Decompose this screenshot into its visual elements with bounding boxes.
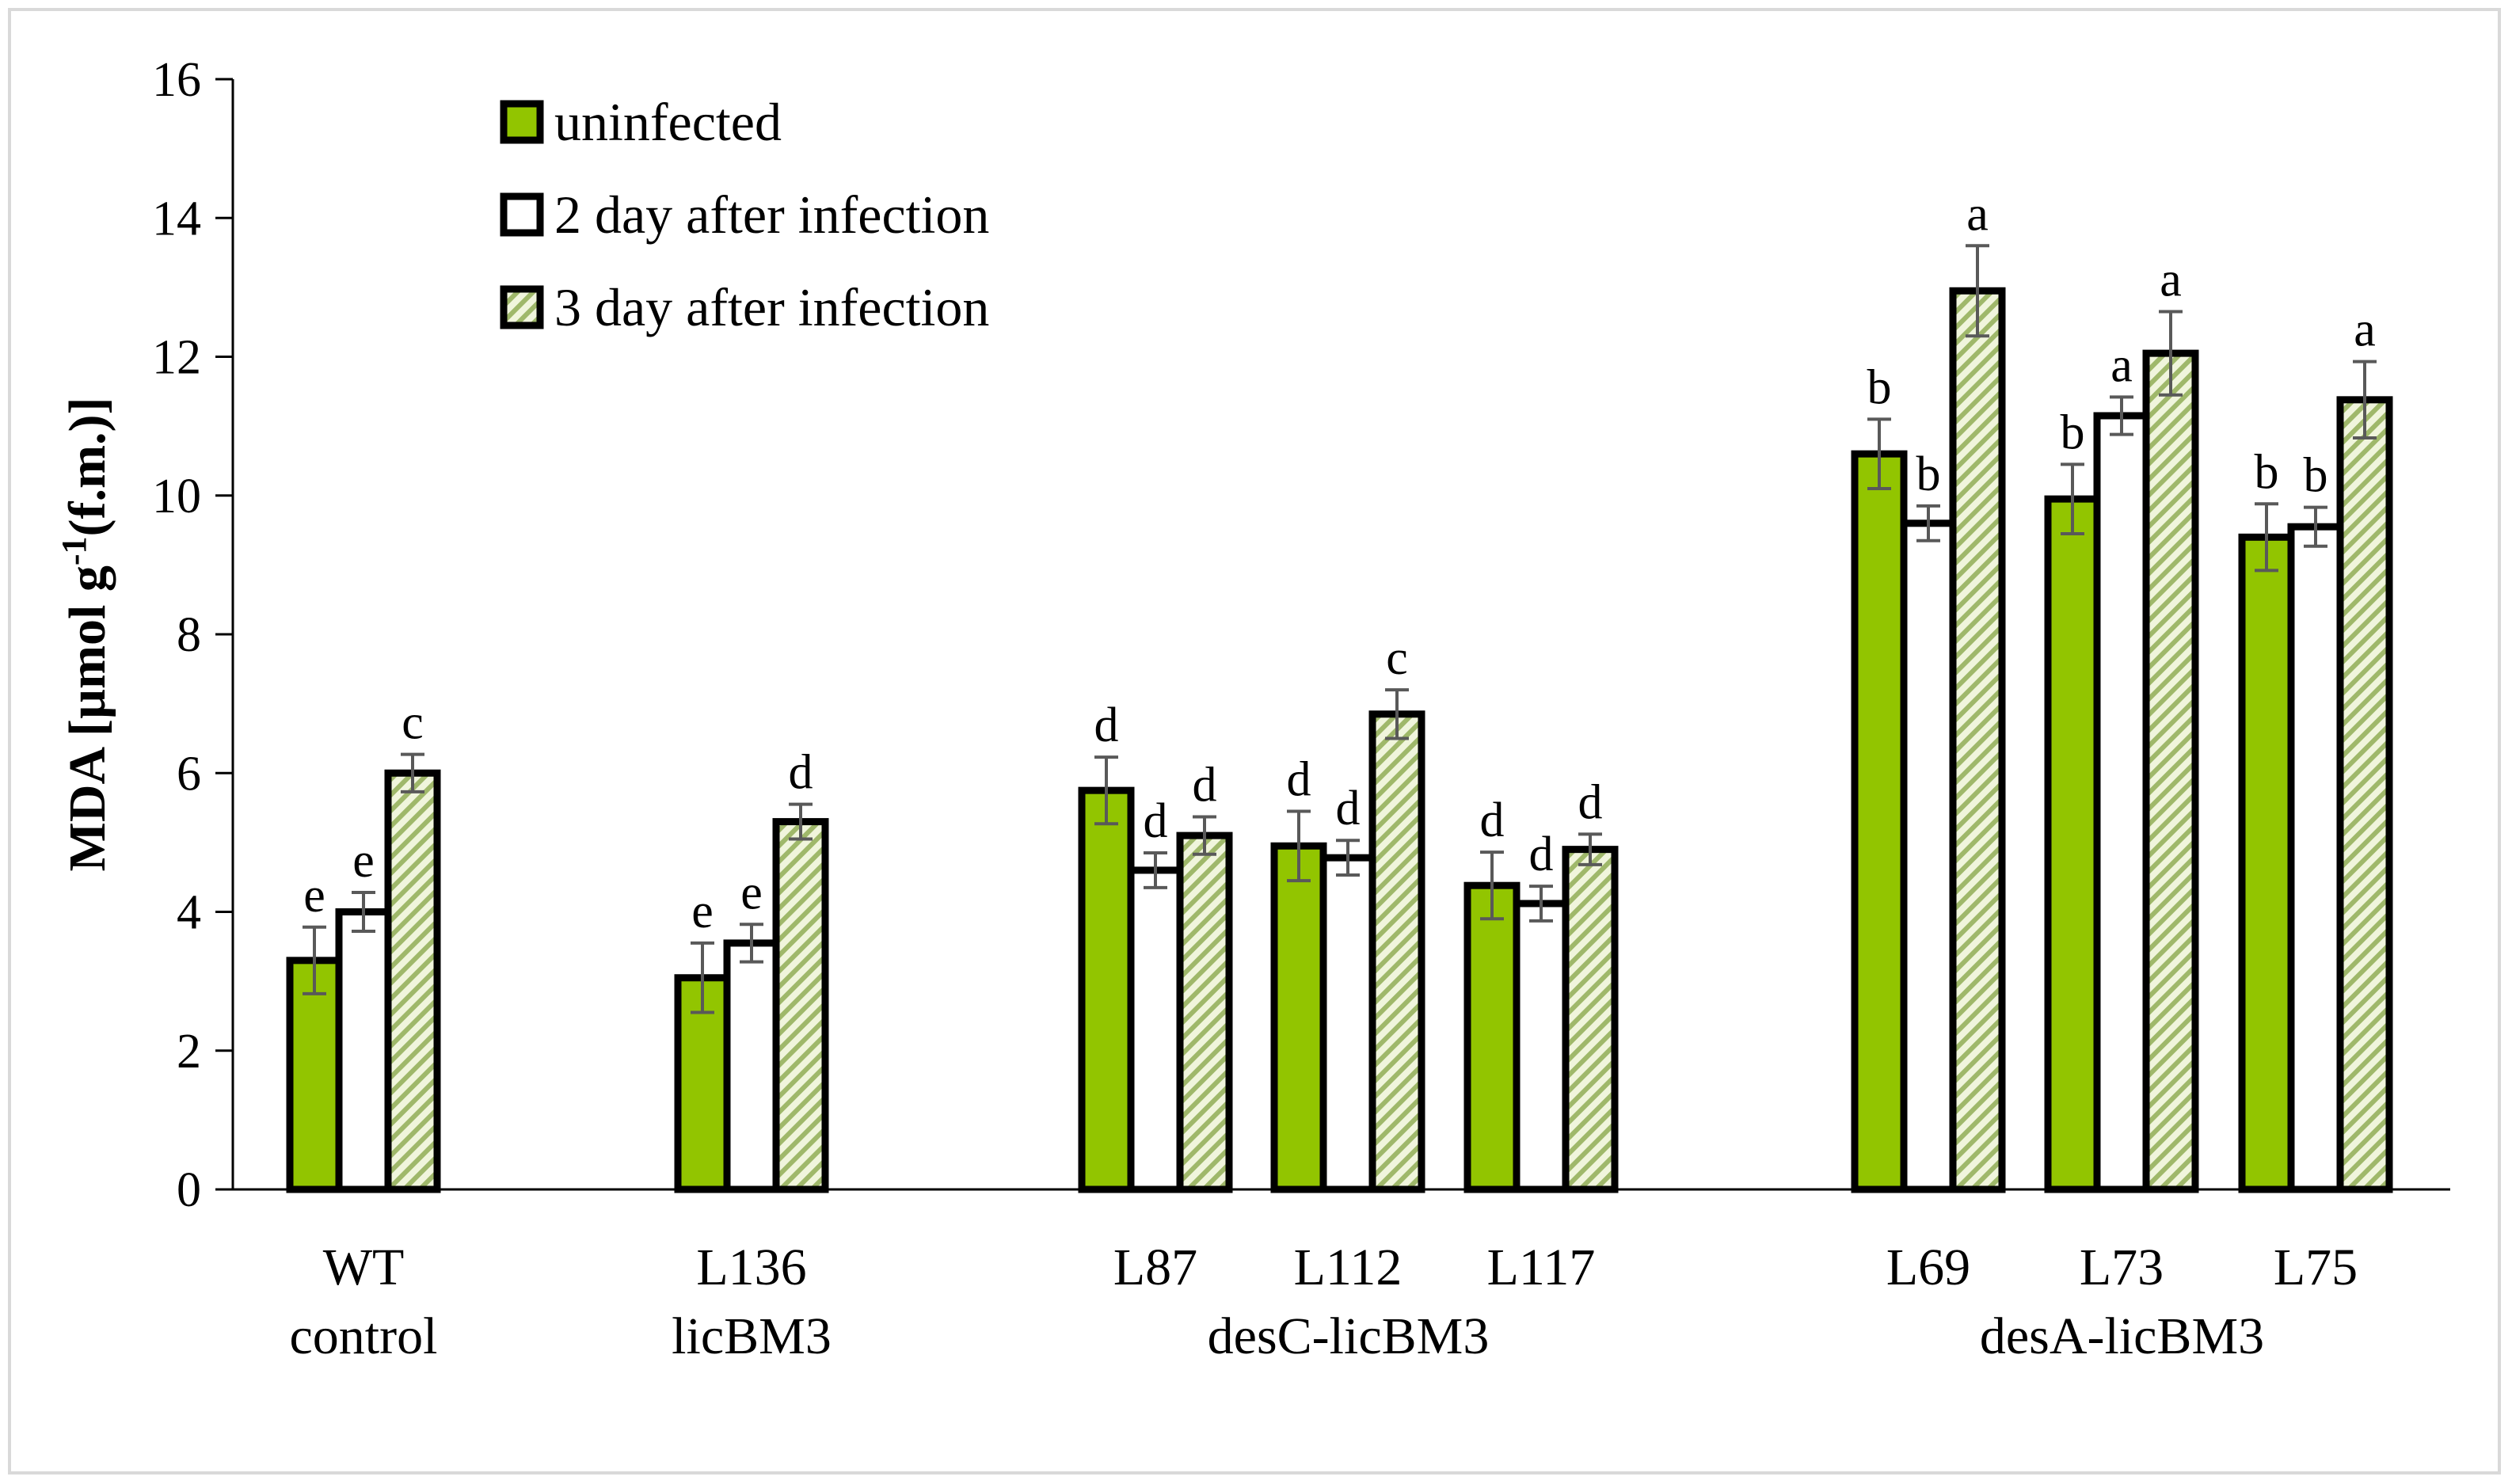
bar-L117-3-day-after-infection [1562, 846, 1619, 1193]
y-tick-label: 14 [152, 192, 201, 245]
bar-L112-3-day-after-infection [1368, 710, 1425, 1193]
bar-L136-3-day-after-infection [772, 818, 829, 1193]
bar-L87-2-day-after-infection [1127, 866, 1184, 1193]
bar-L87-uninfected [1078, 786, 1135, 1193]
significance-letter: b [2061, 405, 2085, 459]
significance-letter: c [1386, 631, 1408, 685]
significance-letter: a [2110, 338, 2133, 392]
y-tick-label: 6 [177, 747, 201, 801]
significance-letter: b [2304, 449, 2328, 503]
y-tick-label: 2 [177, 1025, 201, 1079]
x-category-label: L69 [1886, 1239, 1970, 1296]
x-group-label: licBM3 [672, 1307, 832, 1365]
bar-L73-3-day-after-infection [2142, 349, 2199, 1193]
bar-L112-2-day-after-infection [1319, 854, 1376, 1193]
legend-swatch-2 [500, 192, 544, 237]
x-category-label: L87 [1113, 1239, 1197, 1296]
significance-letter: b [1867, 360, 1892, 414]
significance-letter: d [1578, 775, 1603, 829]
significance-letter: e [740, 866, 763, 919]
chart-frame: 0 2 4 6 8 10 12 14 16 MDA [µmol g-1(f.m.)] e e c WT e… [8, 8, 2501, 1474]
x-category-label: L73 [2080, 1239, 2164, 1296]
bar-WT-3-day-after-infection [384, 769, 441, 1193]
y-tick-label: 16 [152, 53, 201, 107]
bar-L112-uninfected [1270, 842, 1327, 1193]
significance-letter: d [1287, 752, 1311, 806]
significance-letter: a [1966, 187, 1989, 241]
significance-letter: d [1094, 698, 1119, 752]
y-tick-label: 8 [177, 608, 201, 662]
significance-letter: e [352, 834, 375, 888]
x-group-label: desC-licBM3 [1208, 1307, 1490, 1365]
y-tick-label: 10 [152, 470, 201, 523]
significance-letter: d [789, 746, 813, 800]
significance-letter: b [1916, 447, 1941, 501]
bar-L75-3-day-after-infection [2336, 396, 2393, 1193]
significance-letter: c [402, 696, 424, 750]
y-tick-label: 0 [177, 1163, 201, 1217]
bar-L69-3-day-after-infection [1949, 287, 2006, 1193]
significance-letter: d [1336, 782, 1361, 835]
legend-label: uninfected [554, 92, 782, 152]
x-category-label: L136 [696, 1239, 806, 1296]
x-category-label: L112 [1294, 1239, 1403, 1296]
significance-letter: b [2255, 445, 2279, 499]
bar-L75-2-day-after-infection [2287, 523, 2344, 1193]
legend-swatch-3 [500, 285, 544, 329]
legend-swatch-1 [500, 100, 544, 144]
y-tick-label: 12 [152, 331, 201, 385]
bar-L117-uninfected [1463, 881, 1521, 1193]
significance-letter: d [1480, 793, 1505, 847]
bar-L73-uninfected [2044, 495, 2101, 1193]
significance-letter: a [2160, 253, 2182, 307]
bar-L69-uninfected [1851, 450, 1908, 1193]
x-category-label: L75 [2274, 1239, 2358, 1296]
y-axis-title: MDA [µmol g-1(f.m.)] [55, 398, 117, 872]
bar-L73-2-day-after-infection [2093, 412, 2150, 1193]
legend-label: 2 day after infection [554, 185, 989, 245]
x-category-label: WT [323, 1239, 405, 1296]
bar-L117-2-day-after-infection [1513, 900, 1570, 1193]
significance-letter: a [2354, 303, 2376, 357]
bar-L87-3-day-after-infection [1176, 831, 1233, 1193]
bar-WT-2-day-after-infection [335, 908, 392, 1193]
legend-label: 3 day after infection [554, 277, 989, 337]
bar-L75-uninfected [2238, 533, 2295, 1193]
significance-letter: d [1144, 794, 1168, 848]
bar-L69-2-day-after-infection [1900, 519, 1957, 1193]
x-category-label: L117 [1487, 1239, 1596, 1296]
significance-letter: e [303, 869, 325, 923]
significance-letter: d [1193, 758, 1217, 812]
significance-letter: e [691, 885, 714, 938]
significance-letter: d [1529, 828, 1554, 881]
bar-L136-2-day-after-infection [723, 939, 780, 1193]
y-tick-label: 4 [177, 886, 201, 940]
x-group-label: desA-licBM3 [1980, 1307, 2264, 1365]
x-group-label: control [290, 1307, 438, 1365]
